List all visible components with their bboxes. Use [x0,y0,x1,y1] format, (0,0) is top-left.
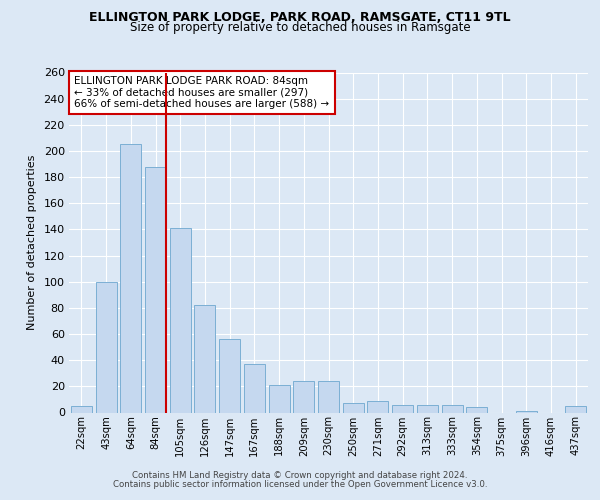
Text: ELLINGTON PARK LODGE PARK ROAD: 84sqm
← 33% of detached houses are smaller (297): ELLINGTON PARK LODGE PARK ROAD: 84sqm ← … [74,76,329,109]
Bar [170,228,191,412]
Bar [269,385,290,412]
Bar [417,404,438,412]
Bar [466,408,487,412]
Bar [565,406,586,412]
Bar [318,381,339,412]
Bar [293,381,314,412]
Bar [244,364,265,412]
Y-axis label: Number of detached properties: Number of detached properties [26,155,37,330]
Bar [343,404,364,412]
Bar [219,340,240,412]
Bar [95,282,116,412]
Bar [367,400,388,412]
Bar [442,404,463,412]
Bar [516,411,537,412]
Text: Contains HM Land Registry data © Crown copyright and database right 2024.: Contains HM Land Registry data © Crown c… [132,471,468,480]
Bar [392,404,413,412]
Bar [145,166,166,412]
Bar [120,144,141,412]
Text: ELLINGTON PARK LODGE, PARK ROAD, RAMSGATE, CT11 9TL: ELLINGTON PARK LODGE, PARK ROAD, RAMSGAT… [89,11,511,24]
Bar [71,406,92,412]
Text: Contains public sector information licensed under the Open Government Licence v3: Contains public sector information licen… [113,480,487,489]
Text: Size of property relative to detached houses in Ramsgate: Size of property relative to detached ho… [130,21,470,34]
Bar [194,306,215,412]
